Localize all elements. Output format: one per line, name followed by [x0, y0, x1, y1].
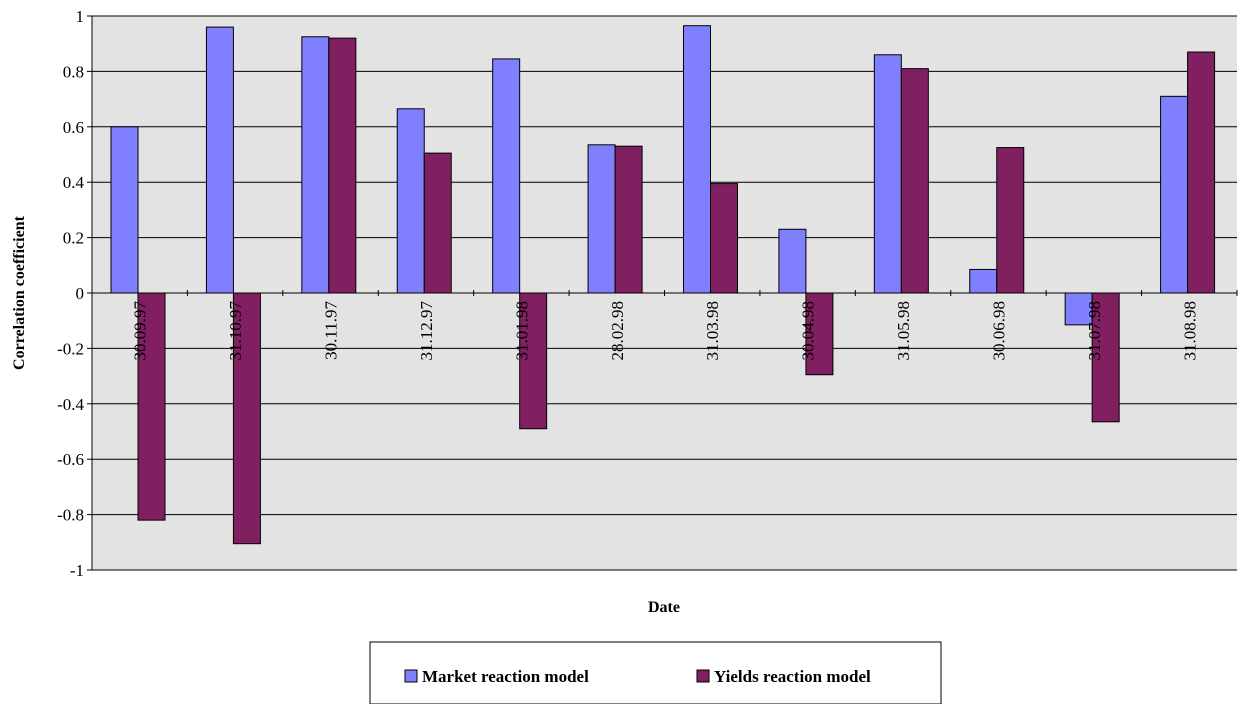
bar-market-3 — [396, 108, 425, 294]
bar-market-7 — [778, 228, 807, 294]
bar-yields-5 — [614, 145, 643, 294]
bar-yields-8 — [900, 68, 929, 294]
bar-market-11 — [1160, 95, 1189, 294]
y-axis-title: Correlation coefficient — [11, 215, 28, 370]
y-tick-label: 0.8 — [63, 62, 84, 81]
bar-market-9 — [969, 268, 998, 294]
bar-market-4 — [492, 58, 521, 294]
category-label: 31.03.98 — [703, 301, 722, 361]
legend-swatch-yields — [696, 669, 710, 683]
bar-market-6 — [683, 25, 711, 294]
category-label: 31.07.98 — [1085, 301, 1104, 361]
x-axis-title: Date — [648, 599, 680, 616]
y-tick-label: 0.4 — [63, 173, 85, 192]
category-label: 30.04.98 — [799, 301, 818, 361]
bar-yields-1 — [232, 292, 261, 545]
category-label: 31.05.98 — [894, 301, 913, 361]
bar-yields-9 — [996, 147, 1025, 294]
axes — [87, 15, 1238, 571]
category-label: 30.09.97 — [131, 301, 150, 361]
y-tick-label: 0.6 — [63, 118, 84, 137]
y-tick-label: -1 — [70, 561, 84, 580]
bar-yields-0 — [137, 292, 166, 521]
category-labels: 30.09.97 31.10.97 30.11.97 31.12.97 31.01.98… — [131, 301, 1200, 361]
legend-label-market: Market reaction model — [422, 667, 589, 686]
bar-yields-6 — [710, 183, 738, 294]
bar-yields-11 — [1187, 51, 1216, 294]
category-label: 31.08.98 — [1180, 301, 1199, 361]
legend: Market reaction model Yields reaction mo… — [369, 641, 942, 704]
bar-market-1 — [205, 26, 234, 294]
category-label: 28.02.98 — [608, 301, 627, 361]
y-tick-label: 0 — [76, 284, 85, 303]
legend-swatch-market — [404, 669, 418, 683]
y-tick-label: -0.4 — [57, 395, 84, 414]
bar-yields-2 — [328, 37, 357, 294]
category-label: 31.10.97 — [226, 301, 245, 361]
category-label: 31.12.97 — [417, 301, 436, 361]
bar-market-5 — [587, 144, 616, 294]
y-tick-label: -0.8 — [57, 506, 84, 525]
legend-box — [369, 641, 942, 704]
bar-market-10 — [1064, 292, 1093, 326]
category-label: 30.06.98 — [989, 301, 1008, 361]
y-tick-label: -0.2 — [57, 339, 84, 358]
bars — [110, 25, 1216, 545]
bar-yields-4 — [519, 292, 548, 430]
y-tick-label: -0.6 — [57, 450, 84, 469]
y-tick-label: 0.2 — [63, 229, 84, 248]
y-tick-labels: 1 0.8 0.6 0.4 0.2 0 -0.2 -0.4 -0.6 -0.8 -1 — [57, 7, 84, 580]
bar-market-0 — [110, 126, 139, 294]
bar-yields-3 — [423, 152, 452, 294]
bar-market-2 — [301, 36, 330, 294]
y-tick-label: 1 — [76, 7, 85, 26]
bar-yields-7 — [805, 292, 834, 376]
category-label: 31.01.98 — [512, 301, 531, 361]
legend-label-yields: Yields reaction model — [714, 667, 871, 686]
bar-market-8 — [873, 54, 902, 294]
category-label: 30.11.97 — [322, 301, 341, 360]
gridlines — [92, 15, 1237, 571]
